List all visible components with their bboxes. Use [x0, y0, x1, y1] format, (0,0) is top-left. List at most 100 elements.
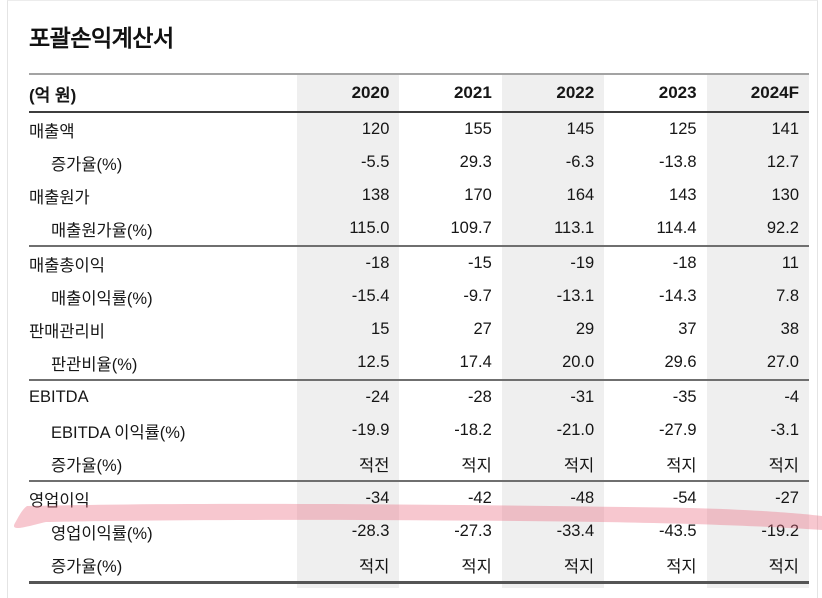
table-row: 판관비율(%) 12.5 17.4 20.0 29.6 27.0: [29, 346, 809, 380]
year-column-header: 2024F: [750, 83, 799, 102]
cell-value: -18: [672, 254, 697, 272]
row-label: 매출액: [29, 122, 75, 141]
cell-value: 130: [771, 186, 799, 204]
table-row: 매출총이익 -18 -15 -19 -18 11: [29, 246, 809, 280]
row-label: 영업이익: [29, 491, 90, 510]
cell-value: 20.0: [562, 353, 595, 371]
cell-value: 120: [361, 120, 390, 138]
cell-value: -35: [672, 388, 697, 406]
cell-value: 164: [566, 186, 595, 204]
cell-value: 적지: [666, 456, 697, 475]
cell-value: -5.5: [360, 153, 390, 171]
footer-stub-cell: [29, 583, 297, 589]
cell-value: -54: [672, 489, 697, 507]
cell-value: 17.4: [459, 353, 492, 371]
cell-value: -28.3: [351, 522, 390, 540]
cell-value: -15.4: [351, 287, 390, 305]
table-row: EBITDA 이익률(%) -19.9 -18.2 -21.0 -27.9 -3.1: [29, 414, 809, 447]
table-row: 매출원가 138 170 164 143 130: [29, 179, 809, 212]
cell-value: 29.6: [664, 353, 697, 371]
cell-value: 12.5: [357, 353, 390, 371]
cell-value: -19: [570, 254, 595, 272]
cell-value: 113.1: [554, 219, 595, 237]
footer-stub-cell: [399, 583, 501, 589]
year-column-header: 2021: [453, 83, 492, 102]
cell-value: -18: [365, 254, 390, 272]
cell-value: -13.8: [658, 153, 697, 171]
table-row: 판매관리비 15 27 29 37 38: [29, 313, 809, 346]
cell-value: 적지: [666, 557, 697, 576]
year-column-header: 2020: [351, 83, 390, 102]
cell-value: 37: [678, 320, 697, 338]
row-label: 매출원가: [29, 188, 90, 207]
footer-stub-cell: [297, 583, 399, 589]
cell-value: -28: [467, 388, 492, 406]
table-footer-stub: [29, 583, 809, 589]
cell-value: 141: [771, 120, 799, 138]
cell-value: -9.7: [463, 287, 492, 305]
cell-value: 7.8: [776, 287, 799, 305]
footer-stub-cell: [502, 583, 604, 589]
cell-value: 27.0: [766, 353, 799, 371]
income-statement-table: (억 원) 2020 2021 2022 2023 2024F 매출액 120 155 145 12…: [29, 73, 809, 588]
cell-value: 적지: [768, 557, 799, 576]
row-label: 증가율(%): [51, 456, 123, 475]
cell-value: -24: [365, 388, 390, 406]
cell-value: -18.2: [454, 421, 492, 439]
cell-value: -42: [467, 489, 492, 507]
cell-value: 적전: [359, 456, 390, 475]
table-row: 매출원가율(%) 115.0 109.7 113.1 114.4 92.2: [29, 212, 809, 246]
cell-value: -31: [570, 388, 595, 406]
cell-value: 15: [371, 320, 390, 338]
cell-value: -13.1: [556, 287, 595, 305]
cell-value: -34: [365, 489, 390, 507]
cell-value: 170: [464, 186, 492, 204]
cell-value: -15: [467, 254, 492, 272]
row-label: 판관비율(%): [51, 355, 138, 374]
cell-value: -48: [570, 489, 595, 507]
cell-value: -19.2: [761, 522, 799, 540]
cell-value: 적지: [461, 456, 492, 475]
table-row: 매출액 120 155 145 125 141: [29, 112, 809, 146]
cell-value: -33.4: [556, 522, 595, 540]
cell-value: 114.4: [656, 219, 697, 237]
cell-value: 29.3: [459, 153, 492, 171]
cell-value: -19.9: [351, 421, 390, 439]
row-label: 증가율(%): [51, 155, 123, 174]
year-column-header: 2023: [658, 83, 697, 102]
row-label: EBITDA 이익률(%): [51, 423, 186, 442]
cell-value: -14.3: [658, 287, 697, 305]
cell-value: 109.7: [450, 219, 492, 237]
row-label: 매출이익률(%): [51, 289, 153, 308]
cell-value: -43.5: [658, 522, 697, 540]
cell-value: 115.0: [349, 219, 390, 237]
cell-value: -27.9: [658, 421, 697, 439]
row-label: EBITDA: [29, 388, 89, 406]
row-label: 증가율(%): [51, 557, 123, 576]
table-row: 영업이익률(%) -28.3 -27.3 -33.4 -43.5 -19.2: [29, 515, 809, 548]
row-label: 판매관리비: [29, 322, 105, 341]
cell-value: 적지: [563, 456, 595, 475]
unit-label: (억 원): [29, 85, 77, 105]
footer-stub-cell: [707, 583, 809, 589]
row-label: 매출총이익: [29, 256, 105, 275]
cell-value: 138: [361, 186, 390, 204]
cell-value: -4: [784, 388, 799, 406]
cell-value: 155: [464, 120, 492, 138]
cell-value: 125: [669, 120, 697, 138]
row-label: 매출원가율(%): [51, 221, 153, 240]
cell-value: 적지: [768, 456, 799, 475]
row-label: 영업이익률(%): [51, 524, 153, 543]
cell-value: 92.2: [766, 219, 799, 237]
table-row-highlighted: 영업이익 -34 -42 -48 -54 -27: [29, 481, 809, 515]
cell-value: -6.3: [565, 153, 595, 171]
cell-value: 143: [669, 186, 697, 204]
cell-value: -3.1: [770, 421, 799, 439]
table-row: 증가율(%) 적지 적지 적지 적지 적지: [29, 548, 809, 583]
cell-value: 적지: [359, 557, 390, 576]
report-card: 포괄손익계산서 (억 원) 2020 2021 2022 2023 2024F 매출액 120…: [7, 0, 818, 598]
cell-value: 145: [566, 120, 595, 138]
cell-value: -27: [775, 489, 799, 507]
cell-value: 11: [781, 254, 799, 272]
cell-value: -27.3: [454, 522, 492, 540]
